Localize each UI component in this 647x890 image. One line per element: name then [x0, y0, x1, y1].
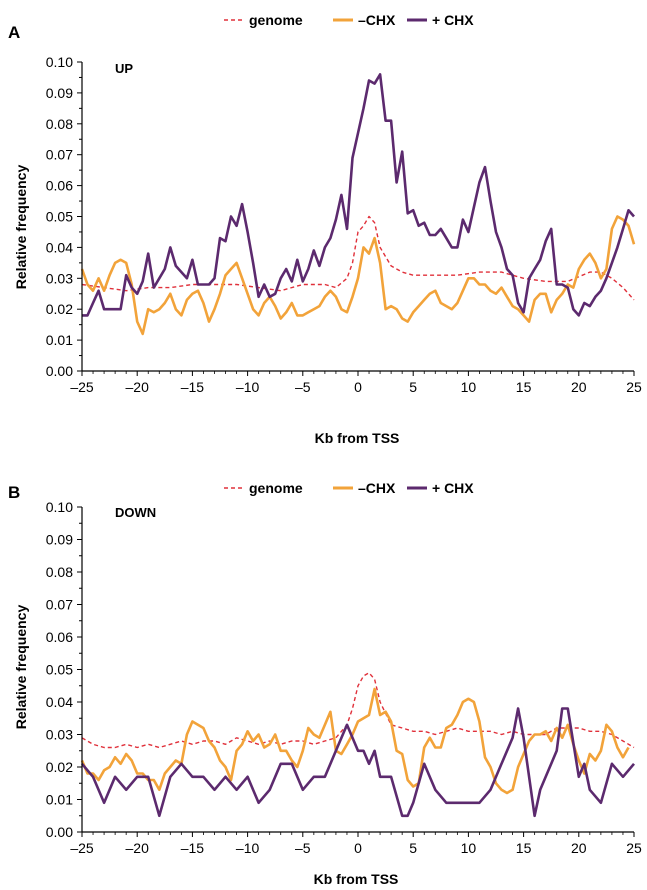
x-tick-label: 25 [626, 379, 642, 395]
legend-minus-chx-label: –CHX [358, 480, 396, 496]
x-tick-label: 0 [354, 379, 362, 395]
panel-b-inner-label: DOWN [115, 505, 156, 520]
y-tick-label: 0.08 [46, 564, 73, 580]
panel-b: B genome –CHX + CHX DOWN Relative freque… [8, 480, 642, 887]
x-tick-label: 15 [516, 379, 532, 395]
x-tick-label: –5 [295, 379, 311, 395]
x-tick-label: –10 [236, 379, 260, 395]
series-line-plus-chx [82, 73, 635, 317]
y-tick-label: 0.07 [46, 597, 73, 613]
x-tick-label: –20 [126, 840, 150, 856]
panel-a-axes: 0.00 0.01 0.02 0.03 0.04 0.05 0.06 0.07 0.08 0.09… [46, 54, 642, 395]
y-tick-label: 0.09 [46, 532, 73, 548]
x-tick-label: –5 [295, 840, 311, 856]
x-tick-label: 5 [409, 379, 417, 395]
panel-b-series [80, 672, 635, 818]
panel-a-x-axis-title: Kb from TSS [315, 430, 400, 446]
x-tick-label: –10 [236, 840, 260, 856]
x-tick-label: 25 [626, 840, 642, 856]
y-tick-label: 0.00 [46, 363, 73, 379]
y-tick-label: 0.06 [46, 629, 73, 645]
series-line-minus-chx [80, 687, 630, 795]
y-tick-label: 0.07 [46, 147, 73, 163]
x-tick-label: 5 [409, 840, 417, 856]
y-tick-label: 0.02 [46, 759, 73, 775]
y-tick-label: 0.05 [46, 209, 73, 225]
series-line-plus-chx [81, 707, 635, 818]
x-tick-label: 15 [516, 840, 532, 856]
series-line-minus-chx [80, 215, 636, 336]
panel-a: A genome –CHX + CHX UP Relative frequenc… [8, 12, 642, 446]
panel-a-series [80, 73, 636, 336]
y-tick-label: 0.01 [46, 332, 73, 348]
y-tick-label: 0.05 [46, 662, 73, 678]
y-tick-label: 0.03 [46, 270, 73, 286]
panel-b-letter: B [8, 483, 20, 502]
legend-plus-chx-label: + CHX [432, 12, 474, 28]
y-tick-label: 0.09 [46, 85, 73, 101]
y-tick-label: 0.00 [46, 824, 73, 840]
legend-plus-chx-label: + CHX [432, 480, 474, 496]
panel-a-legend: genome –CHX + CHX [224, 12, 474, 28]
y-tick-label: 0.10 [46, 54, 73, 70]
legend-minus-chx-label: –CHX [358, 12, 396, 28]
panel-b-legend: genome –CHX + CHX [224, 480, 474, 496]
y-tick-label: 0.10 [46, 499, 73, 515]
x-tick-label: –15 [181, 840, 205, 856]
x-tick-label: –25 [70, 840, 94, 856]
legend-genome-label: genome [249, 480, 303, 496]
panel-a-y-axis-title: Relative frequency [13, 165, 29, 290]
y-tick-label: 0.03 [46, 727, 73, 743]
y-tick-label: 0.04 [46, 239, 73, 255]
panel-a-letter: A [8, 23, 20, 42]
y-tick-label: 0.06 [46, 178, 73, 194]
x-tick-label: 20 [571, 840, 587, 856]
series-line-genome [81, 215, 635, 301]
y-tick-label: 0.04 [46, 694, 73, 710]
x-tick-label: 10 [461, 379, 477, 395]
y-tick-label: 0.02 [46, 301, 73, 317]
x-tick-label: 20 [571, 379, 587, 395]
x-tick-label: 10 [461, 840, 477, 856]
y-tick-label: 0.01 [46, 792, 73, 808]
y-tick-label: 0.08 [46, 116, 73, 132]
panel-a-inner-label: UP [115, 61, 133, 76]
x-tick-label: 0 [354, 840, 362, 856]
panel-b-x-axis-title: Kb from TSS [314, 871, 399, 887]
series-line-genome [81, 672, 635, 749]
panel-b-axes: 0.00 0.01 0.02 0.03 0.04 0.05 0.06 0.07 0.08 0.09… [46, 499, 642, 856]
x-tick-label: –25 [70, 379, 94, 395]
x-tick-label: –20 [126, 379, 150, 395]
x-tick-label: –15 [181, 379, 205, 395]
panel-b-y-axis-title: Relative frequency [13, 605, 29, 730]
legend-genome-label: genome [249, 12, 303, 28]
